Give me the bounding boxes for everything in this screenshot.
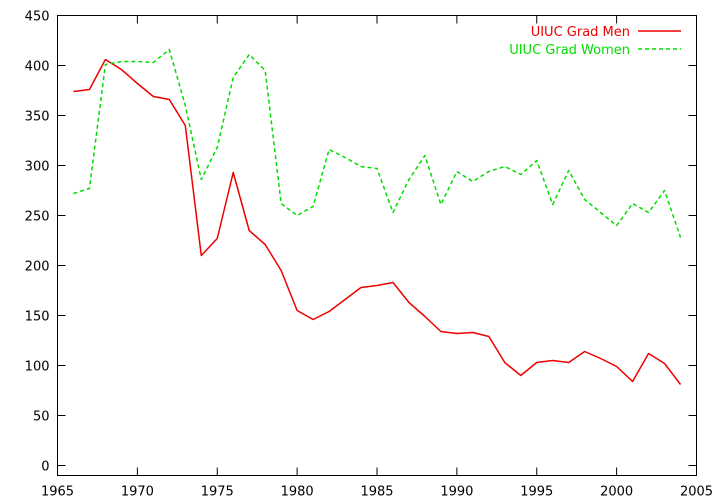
x-tick-label: 1990 bbox=[440, 485, 473, 500]
x-tick-label: 1995 bbox=[520, 485, 553, 500]
x-tick-label: 1970 bbox=[121, 485, 154, 500]
series-lines bbox=[73, 48, 682, 385]
y-tick-label: 450 bbox=[25, 10, 50, 25]
plot-area-frame bbox=[57, 15, 697, 476]
x-tick-label: 1985 bbox=[360, 485, 393, 500]
y-axis-tick-labels: 0 50 100 150 200 250 300 350 400 450 bbox=[25, 10, 50, 475]
y-tick-label: 50 bbox=[33, 410, 50, 425]
y-tick-label: 250 bbox=[25, 210, 50, 225]
x-tick-label: 1975 bbox=[201, 485, 234, 500]
legend: UIUC Grad Men UIUC Grad Women bbox=[509, 25, 681, 58]
y-tick-label: 350 bbox=[25, 110, 50, 125]
y-tick-label: 200 bbox=[25, 260, 50, 275]
y-tick-label: 300 bbox=[25, 160, 50, 175]
x-tick-label: 2005 bbox=[680, 485, 713, 500]
y-tick-label: 400 bbox=[25, 60, 50, 75]
x-tick-label: 1965 bbox=[41, 485, 74, 500]
series-line-uiuc-grad-men bbox=[73, 58, 682, 385]
y-tick-label: 0 bbox=[41, 460, 49, 475]
legend-label-uiuc-grad-men: UIUC Grad Men bbox=[531, 25, 630, 40]
x-axis-tick-labels: 1965 1970 1975 1980 1985 1990 1995 2000 2005 bbox=[41, 485, 713, 500]
y-tick-label: 150 bbox=[25, 310, 50, 325]
x-tick-label: 2000 bbox=[600, 485, 633, 500]
axis-ticks bbox=[57, 15, 697, 476]
x-tick-label: 1980 bbox=[281, 485, 314, 500]
y-tick-label: 100 bbox=[25, 360, 50, 375]
series-line-uiuc-grad-women bbox=[73, 48, 682, 238]
legend-label-uiuc-grad-women: UIUC Grad Women bbox=[509, 43, 630, 58]
